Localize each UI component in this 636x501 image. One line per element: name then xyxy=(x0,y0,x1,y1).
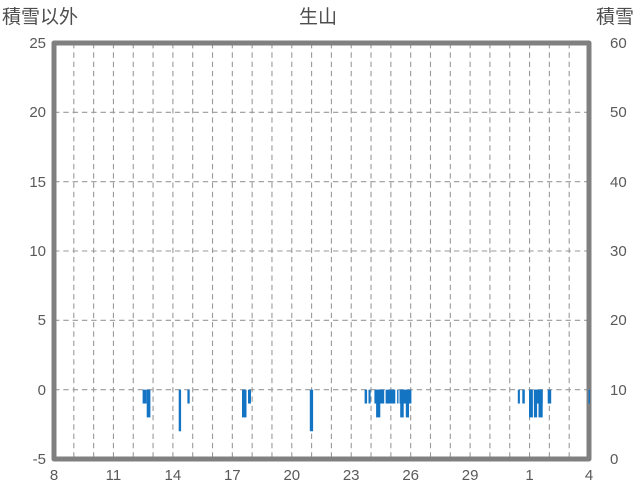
svg-text:積雪: 積雪 xyxy=(596,6,634,28)
svg-text:10: 10 xyxy=(29,243,46,260)
svg-text:積雪以外: 積雪以外 xyxy=(2,6,78,28)
svg-text:5: 5 xyxy=(38,312,46,329)
svg-text:40: 40 xyxy=(610,174,627,191)
svg-text:-5: -5 xyxy=(33,451,46,468)
svg-text:生山: 生山 xyxy=(299,6,337,28)
svg-text:50: 50 xyxy=(610,104,627,121)
svg-text:29: 29 xyxy=(462,467,479,484)
svg-text:14: 14 xyxy=(165,467,182,484)
svg-text:60: 60 xyxy=(610,35,627,52)
svg-text:11: 11 xyxy=(106,467,122,484)
svg-text:15: 15 xyxy=(29,174,46,191)
svg-text:8: 8 xyxy=(50,467,58,484)
svg-text:4: 4 xyxy=(585,467,593,484)
svg-text:23: 23 xyxy=(343,467,360,484)
svg-text:17: 17 xyxy=(224,467,241,484)
svg-text:0: 0 xyxy=(38,382,46,399)
svg-text:20: 20 xyxy=(29,104,46,121)
svg-text:25: 25 xyxy=(29,35,46,52)
svg-text:26: 26 xyxy=(402,467,419,484)
svg-text:10: 10 xyxy=(610,382,627,399)
svg-text:20: 20 xyxy=(283,467,300,484)
svg-text:30: 30 xyxy=(610,243,627,260)
svg-text:0: 0 xyxy=(610,451,618,468)
svg-text:1: 1 xyxy=(525,467,533,484)
svg-text:20: 20 xyxy=(610,312,627,329)
